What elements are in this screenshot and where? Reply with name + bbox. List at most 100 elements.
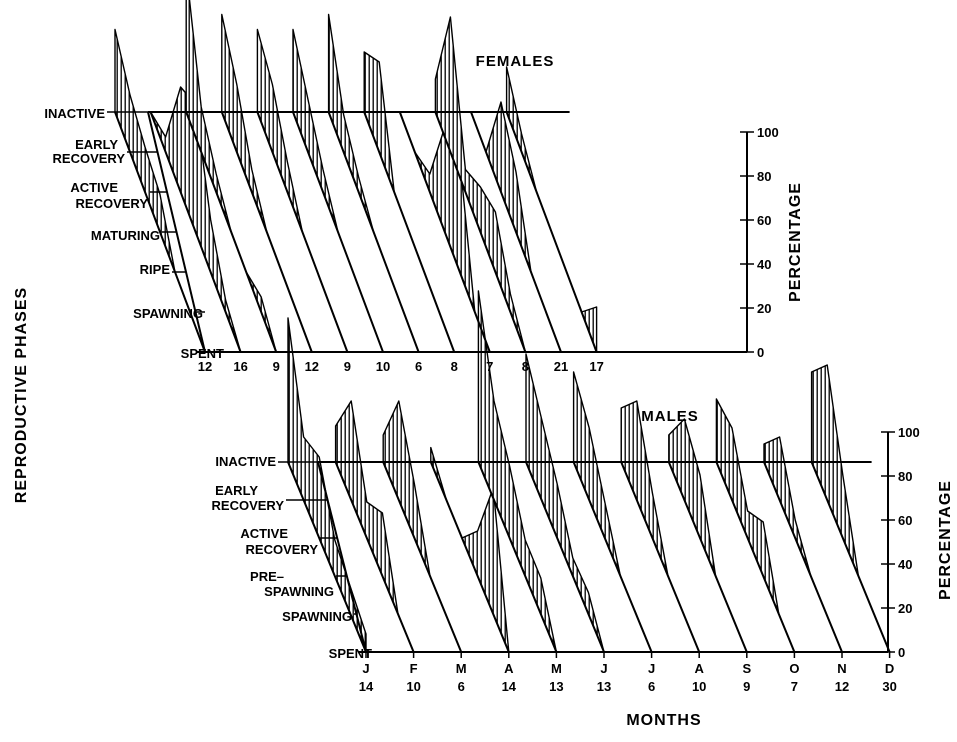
females-sample-size-10: 8: [522, 359, 529, 374]
males-ribbon-month-3: [382, 400, 462, 653]
females-sample-size-2: 16: [233, 359, 247, 374]
females-phase-label-2-1: EARLY: [75, 137, 118, 152]
females-phase-label-3-1: ACTIVE: [70, 180, 118, 195]
males-sample-size-1: 14: [359, 679, 374, 694]
males-sample-size-4: 14: [502, 679, 517, 694]
females-ytick-label-100: 100: [757, 125, 779, 140]
females-title: FEMALES: [476, 53, 555, 70]
females-ytick-label-20: 20: [757, 301, 771, 316]
males-sample-size-11: 12: [835, 679, 849, 694]
females-ylabel: PERCENTAGE: [787, 182, 804, 302]
males-phase-label-4-1: PRE–: [250, 569, 284, 584]
males-ytick-label-100: 100: [898, 425, 920, 440]
males-ytick-label-20: 20: [898, 601, 912, 616]
males-month-6: J: [600, 661, 607, 676]
females-sample-size-4: 12: [305, 359, 319, 374]
males-ribbon-month-7: [572, 371, 653, 653]
males-month-5: M: [551, 661, 562, 676]
females-phase-label-3-2: RECOVERY: [76, 196, 149, 211]
males-slice-base-4: [429, 461, 510, 653]
females-sample-size-6: 10: [376, 359, 390, 374]
males-slice-base-2: [334, 461, 415, 653]
females-sample-size-9: 7: [486, 359, 493, 374]
females-slice-base-5: [256, 111, 349, 353]
females-sample-size-5: 9: [344, 359, 351, 374]
males-phase-label-4-2: SPAWNING: [264, 584, 334, 599]
males-sample-size-10: 7: [791, 679, 798, 694]
males-slice-base-11: [763, 461, 843, 653]
males-ytick-label-80: 80: [898, 469, 912, 484]
males-slice-base-9: [667, 461, 748, 653]
males-slice-base-10: [715, 461, 796, 653]
males-phase-label-5-1: SPAWNING: [282, 609, 352, 624]
females-slice-base-8: [363, 111, 456, 353]
females-phase-label-1-1: INACTIVE: [44, 106, 105, 121]
males-slice-base-8: [620, 461, 701, 653]
females-slice-base-3: [185, 111, 278, 353]
males-slice-base-7: [572, 461, 653, 653]
females-sample-size-12: 17: [589, 359, 603, 374]
males-slice-base-3: [382, 461, 463, 653]
females-phase-label-6-1: SPAWNING: [133, 306, 203, 321]
males-phase-label-6-1: SPENT: [329, 646, 372, 661]
males-slice-base-12: [810, 461, 891, 653]
males-month-3: M: [456, 661, 467, 676]
females-slice-base-12: [505, 111, 598, 353]
females-sample-size-7: 6: [415, 359, 422, 374]
females-slice-base-6: [292, 111, 384, 353]
males-ytick-label-40: 40: [898, 557, 912, 572]
females-slice-base-4: [220, 111, 313, 353]
females-ytick-label-0: 0: [757, 345, 764, 360]
males-sample-size-9: 9: [743, 679, 750, 694]
females-slice-base-11: [470, 111, 562, 353]
males-ytick-label-60: 60: [898, 513, 912, 528]
males-sample-size-7: 6: [648, 679, 655, 694]
males-month-10: O: [789, 661, 799, 676]
females-slice-base-9: [398, 111, 491, 353]
reproductive-phases-ylabel: REPRODUCTIVE PHASES: [13, 287, 30, 503]
males-month-11: N: [837, 661, 846, 676]
males-sample-size-3: 6: [458, 679, 465, 694]
females-ytick-label-40: 40: [757, 257, 771, 272]
males-month-12: D: [885, 661, 894, 676]
females-ytick-label-60: 60: [757, 213, 771, 228]
males-phase-label-3-2: RECOVERY: [246, 542, 319, 557]
males-title: MALES: [641, 408, 699, 425]
females-sample-size-8: 8: [451, 359, 458, 374]
males-month-1: J: [362, 661, 369, 676]
males-month-4: A: [504, 661, 514, 676]
males-sample-size-2: 10: [406, 679, 420, 694]
males-sample-size-8: 10: [692, 679, 706, 694]
females-slice-base-2: [149, 111, 242, 353]
months-xlabel: MONTHS: [626, 712, 701, 729]
females-slice-base-7: [327, 111, 420, 353]
males-sample-size-12: 30: [882, 679, 896, 694]
females-sample-size-11: 21: [554, 359, 568, 374]
males-phase-axis: [317, 461, 367, 653]
females-slice-base-10: [434, 111, 527, 353]
males-slice-base-6: [525, 461, 605, 653]
males-slice-base-5: [477, 461, 558, 653]
males-phase-label-2-1: EARLY: [215, 483, 258, 498]
males-phase-label-3-1: ACTIVE: [240, 526, 288, 541]
females-phase-label-4-1: MATURING: [91, 228, 160, 243]
males-ribbon-month-10: [715, 398, 796, 653]
females-sample-size-1: 12: [198, 359, 212, 374]
males-slice-base-1: [287, 461, 367, 653]
males-sample-size-6: 13: [597, 679, 611, 694]
males-phase-label-2-2: RECOVERY: [212, 498, 285, 513]
females-ytick-label-80: 80: [757, 169, 771, 184]
males-month-7: J: [648, 661, 655, 676]
females-phase-label-7-1: SPENT: [181, 346, 224, 361]
males-month-8: A: [695, 661, 705, 676]
females-phase-label-5-1: RIPE: [140, 262, 171, 277]
males-month-2: F: [410, 661, 418, 676]
males-sample-size-5: 13: [549, 679, 563, 694]
males-phase-label-1-1: INACTIVE: [215, 454, 276, 469]
females-phase-label-2-2: RECOVERY: [53, 151, 126, 166]
males-ytick-label-0: 0: [898, 645, 905, 660]
males-ylabel: PERCENTAGE: [937, 480, 954, 600]
males-month-9: S: [742, 661, 751, 676]
